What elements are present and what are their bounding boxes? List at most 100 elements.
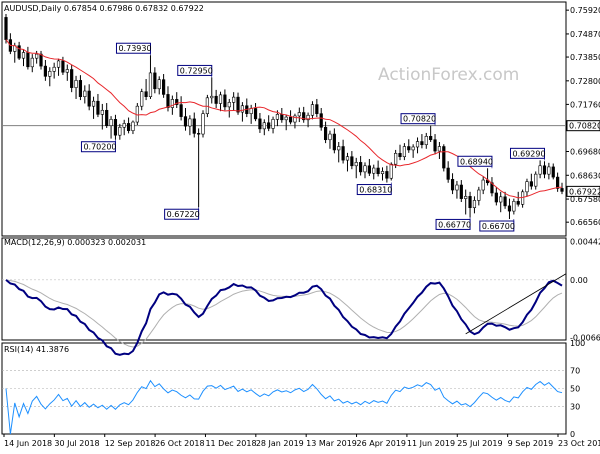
price-tick-label: 0.71760 (570, 100, 600, 109)
price-tick-label: 0.72800 (570, 77, 600, 86)
candle (332, 133, 336, 151)
price-annotation-box (356, 184, 392, 196)
price-annotation: 0.66700 (482, 222, 515, 231)
candle (65, 69, 69, 73)
resistance-label-box (566, 120, 600, 132)
candle (345, 156, 350, 161)
candle (437, 146, 442, 152)
candle (468, 196, 472, 208)
candle (205, 97, 209, 114)
candle (267, 122, 271, 129)
candle (91, 100, 96, 107)
candle (442, 146, 446, 169)
price-annotation: 0.68940 (460, 157, 493, 166)
macd-signal-line (5, 279, 563, 348)
candle (459, 184, 463, 199)
candle (385, 171, 389, 179)
candle (83, 90, 87, 97)
price-annotation-box (509, 147, 545, 159)
candle (96, 100, 100, 115)
candle (297, 112, 301, 117)
candle (556, 176, 560, 189)
candle (551, 166, 555, 178)
candle (126, 123, 131, 131)
candle (253, 108, 258, 120)
candle (100, 109, 104, 115)
price-annotation: 0.69290 (512, 149, 545, 158)
candle (455, 184, 459, 191)
candle (337, 146, 341, 151)
candle (520, 191, 525, 205)
candle (218, 94, 223, 104)
price-tick-label: 0.69680 (570, 148, 600, 157)
x-tick-label: 30 Jul 2018 (54, 439, 99, 448)
price-panel (1, 1, 567, 237)
macd-panel (1, 237, 567, 341)
candle (170, 99, 174, 108)
candle (197, 133, 201, 135)
candle (223, 94, 227, 108)
candle (477, 189, 481, 201)
candle (122, 123, 126, 128)
x-tick-label: 14 Jun 2018 (4, 439, 52, 448)
price-tick-label: 0.68630 (570, 171, 600, 180)
candle (380, 171, 385, 175)
candle (109, 119, 113, 126)
candle (323, 126, 328, 141)
candle (424, 136, 428, 146)
candle (534, 173, 538, 187)
price-annotation: 0.67220 (167, 210, 200, 219)
candle (236, 96, 240, 113)
candle (284, 116, 288, 121)
candle (227, 102, 231, 108)
candle (464, 196, 468, 199)
price-annotation-box (479, 220, 515, 232)
price-tick-label: 0.75920 (570, 6, 600, 15)
candle (372, 167, 376, 174)
candle (179, 104, 183, 117)
rsi-tick-label: 30 (570, 403, 580, 412)
rsi-title: RSI(14) 41.3876 (4, 345, 69, 354)
price-annotation-box (115, 42, 151, 54)
candle (547, 166, 551, 175)
price-tick-label: 0.67580 (570, 195, 600, 204)
x-tick-label: 26 Oct 2018 (155, 439, 204, 448)
x-tick-label: 11 Jun 2019 (407, 439, 455, 448)
rsi-line (5, 379, 563, 435)
candle (363, 165, 367, 173)
candle (78, 80, 83, 97)
candle (359, 162, 363, 173)
candle (302, 112, 306, 121)
candle (157, 79, 161, 90)
candle (490, 182, 494, 194)
candle (30, 57, 34, 68)
x-tick-label: 23 Oct 2019 (558, 439, 600, 448)
candle (4, 17, 8, 40)
candle (429, 136, 433, 141)
candle (240, 105, 245, 113)
candle (113, 119, 118, 136)
candle (61, 60, 65, 73)
candle (262, 122, 266, 130)
candle (162, 79, 166, 95)
candle (503, 196, 507, 207)
price-title: AUDUSD,Daily 0.67854 0.67986 0.67832 0.6… (4, 4, 204, 13)
x-tick-label: 25 Jul 2019 (457, 439, 502, 448)
candle (249, 108, 253, 114)
candle (140, 91, 144, 107)
candle (43, 65, 48, 77)
candle (175, 99, 179, 105)
rsi-tick-label: 70 (570, 366, 580, 375)
candle (131, 121, 135, 131)
x-tick-label: 28 Jan 2019 (256, 439, 304, 448)
candle (56, 60, 61, 68)
price-annotation-box (164, 208, 200, 220)
candle (39, 53, 43, 67)
candle (507, 205, 512, 212)
x-tick-label: 13 Mar 2019 (306, 439, 357, 448)
candle (201, 113, 205, 135)
candle (450, 179, 455, 191)
candle (288, 116, 293, 123)
moving-average-line (5, 39, 563, 199)
